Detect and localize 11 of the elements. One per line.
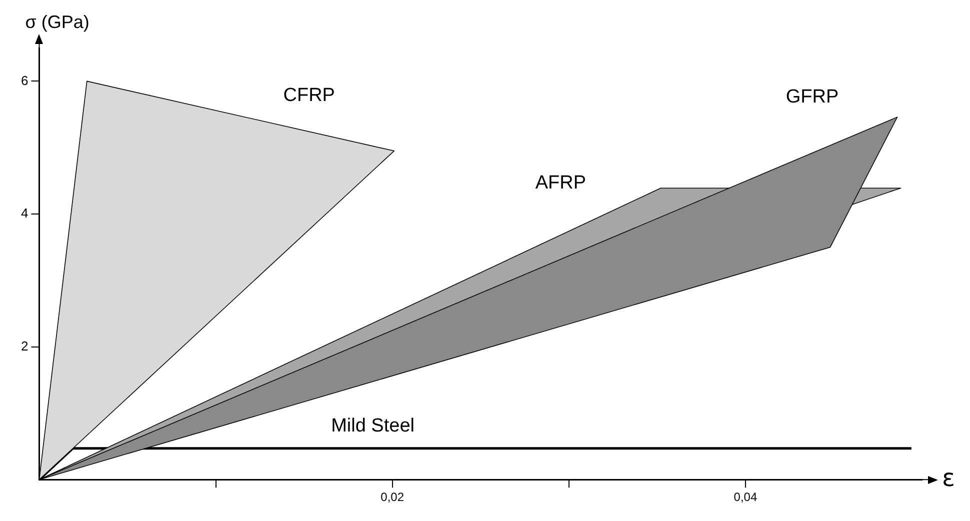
y-axis-title: σ (GPa) xyxy=(25,12,90,32)
x-tick-label: 0,02 xyxy=(380,490,404,504)
y-tick-label: 6 xyxy=(20,72,28,88)
series-label: Mild Steel xyxy=(331,416,414,437)
x-axis-title: ε xyxy=(942,464,955,492)
series-label: GFRP xyxy=(786,86,839,108)
y-tick-label: 4 xyxy=(20,206,28,221)
series-label: AFRP xyxy=(535,172,586,194)
series-label: CFRP xyxy=(283,85,335,106)
y-tick-label: 2 xyxy=(20,338,28,354)
x-tick-label: 0,04 xyxy=(734,490,758,504)
